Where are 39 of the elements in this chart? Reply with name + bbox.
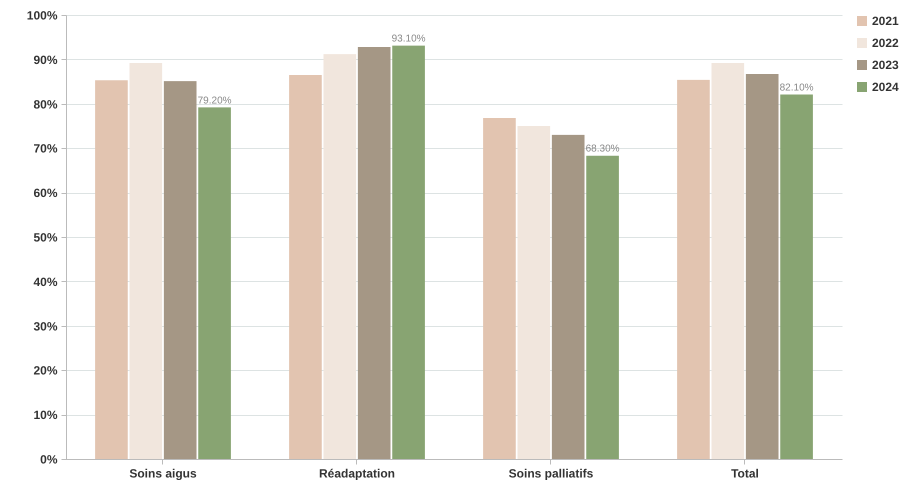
data-label: 93.10% [392,34,426,45]
data-label: 79.20% [198,95,232,106]
y-tick-label: 90% [33,52,58,67]
bar [95,80,128,459]
legend-label: 2022 [872,36,900,50]
legend-label: 2023 [872,58,900,72]
data-label: 68.30% [586,144,620,155]
bar [517,126,550,459]
y-tick-label: 30% [33,319,58,334]
bar [483,118,516,459]
bar [358,46,391,459]
y-tick-label: 40% [33,274,58,289]
x-tick-label: Total [731,466,759,480]
bar [129,62,162,459]
y-tick-label: 70% [33,142,58,156]
bar [323,54,356,459]
bar [746,74,779,459]
bar [552,134,585,459]
y-tick-label: 50% [33,230,58,244]
x-tick-label: Soins aigus [129,466,197,480]
legend-label: 2021 [872,14,900,28]
x-tick-label: Réadaptation [318,466,396,480]
y-tick-label: 100% [26,8,58,22]
bar [711,62,744,459]
bar [677,80,710,459]
y-tick-label: 80% [33,97,58,112]
bar [780,94,813,459]
y-tick-label: 60% [33,186,58,200]
bar [198,107,231,459]
y-tick-label: 10% [33,408,58,422]
x-tick-label: Soins palliatifs [508,466,594,480]
bar [392,46,425,459]
y-tick-label: 20% [33,364,58,378]
y-tick-label: 0% [40,452,58,466]
data-label: 82.10% [780,82,814,94]
bar [289,74,322,459]
bar [586,156,619,459]
bar [164,81,197,459]
legend-label: 2024 [872,80,900,94]
